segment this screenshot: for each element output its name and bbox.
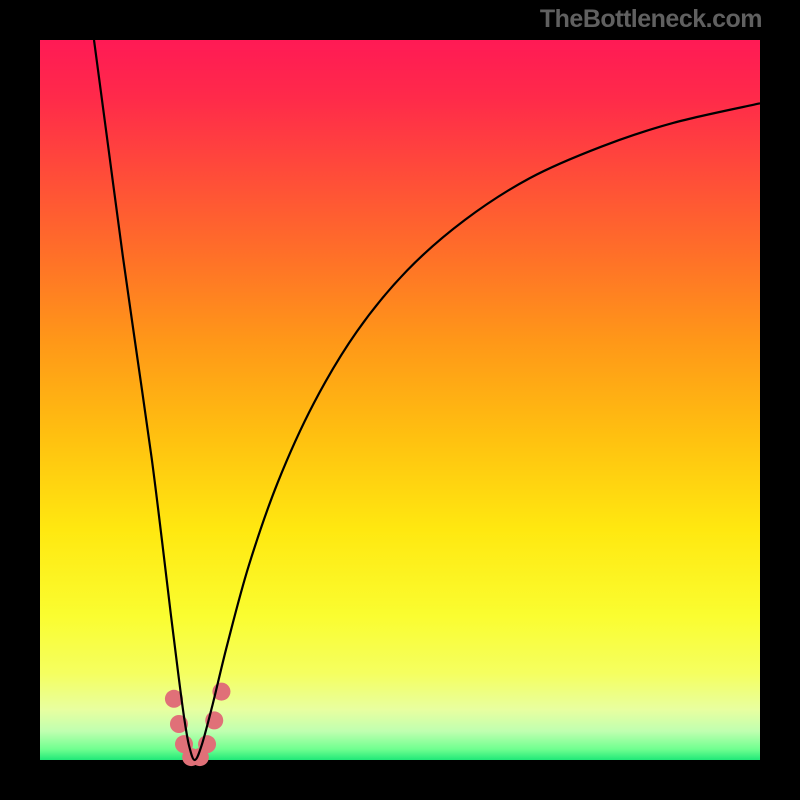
chart-container: TheBottleneck.com (0, 0, 800, 800)
plot-background (40, 40, 760, 760)
bottleneck-chart (0, 0, 800, 800)
